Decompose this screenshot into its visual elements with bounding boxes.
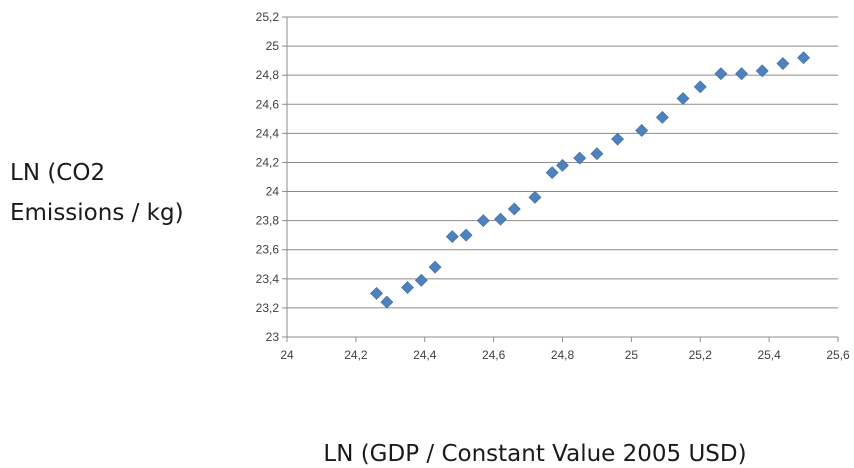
data-point-marker xyxy=(459,228,473,242)
data-point-marker xyxy=(380,295,394,309)
y-tick-label: 23,6 xyxy=(256,243,280,257)
y-axis-title-line-2: Emissions / kg) xyxy=(10,200,184,226)
y-tick-label: 23,4 xyxy=(256,272,280,286)
x-tick-label: 24,6 xyxy=(482,348,506,362)
y-tick-label: 25 xyxy=(266,39,280,53)
data-point-marker xyxy=(545,166,559,180)
data-points xyxy=(370,51,810,309)
data-point-marker xyxy=(528,190,542,204)
y-tick-label: 23,8 xyxy=(256,214,280,228)
axes xyxy=(282,16,839,342)
data-point-marker xyxy=(507,202,521,216)
y-tick-label: 23,2 xyxy=(256,301,280,315)
y-tick-label: 24,8 xyxy=(256,68,280,82)
y-tick-label: 24,6 xyxy=(256,97,280,111)
data-point-marker xyxy=(776,57,790,70)
y-tick-label: 25,2 xyxy=(256,10,280,24)
x-tick-label: 24,2 xyxy=(344,348,368,362)
data-point-marker xyxy=(556,158,569,172)
x-tick-label: 25,6 xyxy=(826,348,850,362)
data-point-marker xyxy=(370,286,383,300)
data-point-marker xyxy=(611,132,625,146)
data-point-marker xyxy=(714,67,728,81)
data-point-marker xyxy=(401,281,414,294)
data-point-marker xyxy=(590,147,604,161)
data-point-marker xyxy=(445,230,459,244)
x-tick-label: 25,2 xyxy=(689,348,713,362)
x-tick-label: 24,8 xyxy=(551,348,575,362)
y-axis-title-line-1: LN (CO2 xyxy=(10,160,105,186)
data-point-marker xyxy=(414,273,428,287)
y-tick-label: 23 xyxy=(266,330,280,344)
x-tick-label: 25 xyxy=(625,348,639,362)
x-axis-title: LN (GDP / Constant Value 2005 USD) xyxy=(323,441,746,467)
y-tick-label: 24,4 xyxy=(256,126,280,140)
x-tick-labels: 24 24,2 24,4 24,6 24,8 25 25,2 25,4 25,6 xyxy=(280,348,850,362)
y-tick-label: 24 xyxy=(266,185,280,199)
data-point-marker xyxy=(797,51,810,65)
data-point-marker xyxy=(494,212,507,226)
data-point-marker xyxy=(655,110,669,124)
data-point-marker xyxy=(735,67,748,81)
x-tick-label: 24 xyxy=(280,348,294,362)
data-point-marker xyxy=(755,64,769,78)
data-point-marker xyxy=(573,151,587,165)
data-point-marker xyxy=(476,214,490,228)
data-point-marker xyxy=(693,80,707,94)
y-tick-label: 24,2 xyxy=(256,155,280,169)
x-tick-label: 25,4 xyxy=(757,348,781,362)
data-point-marker xyxy=(676,92,690,105)
data-point-marker xyxy=(635,124,649,137)
data-point-marker xyxy=(428,260,442,274)
y-tick-labels: 23 23,2 23,4 23,6 23,8 24 24,2 24,4 24,6 24,8 25 25… xyxy=(256,10,280,344)
x-tick-label: 24,4 xyxy=(413,348,437,362)
